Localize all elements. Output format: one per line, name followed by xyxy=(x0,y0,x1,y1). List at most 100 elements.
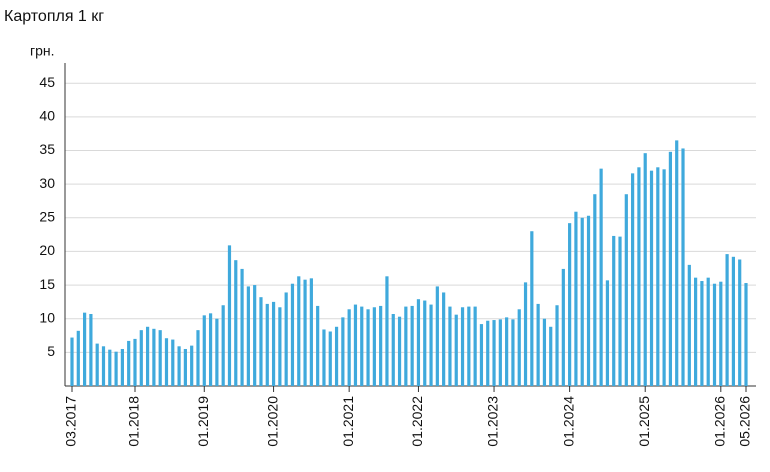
bar xyxy=(536,303,540,386)
bar xyxy=(353,304,358,386)
bar xyxy=(290,283,295,386)
bar xyxy=(221,305,225,386)
bar xyxy=(473,306,477,386)
bar xyxy=(555,305,559,386)
bar xyxy=(687,264,691,386)
bar xyxy=(530,231,534,386)
bar xyxy=(95,343,99,386)
bar xyxy=(662,169,666,386)
bar xyxy=(612,235,616,386)
bar xyxy=(574,211,578,386)
bar xyxy=(429,304,433,386)
bar xyxy=(738,259,742,386)
bar xyxy=(404,306,408,386)
bar xyxy=(284,292,288,386)
bar xyxy=(649,170,654,386)
bar xyxy=(593,194,597,386)
bar xyxy=(643,153,647,386)
bar xyxy=(127,340,131,386)
bar xyxy=(215,318,219,386)
bar xyxy=(114,351,118,386)
bar xyxy=(101,346,106,386)
bar xyxy=(561,268,565,386)
bar xyxy=(271,301,276,386)
y-tick-label: 45 xyxy=(39,74,55,90)
bar xyxy=(322,329,326,386)
chart-title: Картопля 1 кг xyxy=(4,8,104,25)
bar xyxy=(278,307,282,386)
bar xyxy=(410,305,414,386)
bar xyxy=(523,282,528,386)
bar xyxy=(517,309,521,386)
bar xyxy=(549,326,553,386)
y-tick-label: 10 xyxy=(39,309,55,325)
bar xyxy=(706,277,710,386)
bar xyxy=(70,337,74,386)
y-axis-label: грн. xyxy=(30,43,55,59)
bar xyxy=(448,306,452,386)
bar xyxy=(656,167,660,386)
bar xyxy=(700,281,704,386)
x-tick-label: 05.2026 xyxy=(737,396,753,447)
bar xyxy=(171,339,175,386)
bar xyxy=(253,285,257,386)
bar xyxy=(145,326,150,386)
bar xyxy=(196,330,200,386)
y-tick-label: 20 xyxy=(39,242,55,258)
bar xyxy=(385,276,389,386)
bar xyxy=(108,349,112,386)
bar xyxy=(366,309,370,386)
bar xyxy=(631,173,635,386)
x-tick-label: 01.2020 xyxy=(264,396,280,447)
bar xyxy=(397,316,402,386)
x-tick-label: 01.2022 xyxy=(409,396,425,447)
bar xyxy=(454,314,458,386)
bar xyxy=(341,317,345,386)
bar xyxy=(492,320,496,386)
bar xyxy=(190,345,194,386)
bar xyxy=(360,306,364,386)
bar xyxy=(624,194,628,386)
bar xyxy=(82,312,87,386)
bar xyxy=(152,328,156,386)
bar xyxy=(694,277,698,386)
x-tick-label: 01.2019 xyxy=(195,396,211,447)
y-tick-label: 25 xyxy=(39,208,55,224)
bar xyxy=(744,283,748,386)
y-tick-label: 5 xyxy=(47,343,55,359)
y-tick-label: 40 xyxy=(39,108,55,124)
bar xyxy=(234,260,238,386)
x-tick-label: 03.2017 xyxy=(63,396,79,447)
bar xyxy=(208,313,213,386)
bar xyxy=(347,309,351,386)
bar xyxy=(605,280,610,386)
bar xyxy=(675,140,679,386)
x-tick-label: 01.2026 xyxy=(712,396,728,447)
bar xyxy=(435,286,439,386)
bar xyxy=(542,318,547,386)
bar xyxy=(379,305,383,386)
bar xyxy=(681,148,685,386)
bar xyxy=(731,256,736,386)
bar xyxy=(372,307,376,386)
x-tick-label: 01.2018 xyxy=(126,396,142,447)
bar xyxy=(202,315,206,386)
bar xyxy=(479,324,484,386)
bar xyxy=(498,319,502,386)
bar xyxy=(442,292,446,386)
y-tick-label: 35 xyxy=(39,141,55,157)
bar xyxy=(460,307,465,386)
bar xyxy=(303,279,307,386)
x-tick-label: 01.2024 xyxy=(560,396,576,447)
bar xyxy=(618,236,622,386)
bar xyxy=(467,306,471,386)
bar xyxy=(297,276,301,386)
bar xyxy=(599,168,603,386)
bar xyxy=(511,319,515,386)
bar xyxy=(423,300,427,386)
bar xyxy=(486,320,490,386)
bar xyxy=(316,305,320,386)
bar xyxy=(265,303,269,386)
bar xyxy=(725,254,729,386)
bar xyxy=(76,330,80,386)
